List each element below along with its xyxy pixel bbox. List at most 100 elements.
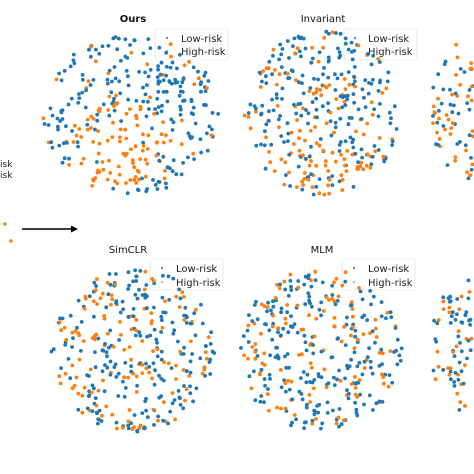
legend-label-low-risk: Low-risk [181, 34, 222, 45]
low-risk-point [310, 380, 315, 385]
side-orange-point [9, 239, 13, 243]
high-risk-point [295, 46, 300, 51]
low-risk-point [181, 352, 186, 356]
low-risk-point [455, 142, 460, 146]
low-risk-point [275, 96, 279, 100]
low-risk-point [141, 99, 146, 104]
low-risk-point [337, 407, 342, 411]
low-risk-point [386, 70, 391, 75]
low-risk-point [310, 100, 315, 104]
high-risk-point [321, 148, 326, 153]
low-risk-point [345, 93, 350, 98]
low-risk-point [274, 92, 279, 97]
low-risk-point [119, 119, 123, 123]
high-risk-point [386, 384, 391, 389]
low-risk-point [56, 127, 60, 132]
high-risk-point [58, 381, 63, 386]
legend-label-low-risk: Low-risk [368, 264, 409, 275]
high-risk-point [115, 101, 120, 106]
low-risk-point [153, 183, 158, 187]
low-risk-point [283, 354, 287, 359]
low-risk-point [94, 47, 98, 52]
low-risk-point [277, 57, 281, 62]
side-legend-label-1: isk [0, 160, 13, 170]
low-risk-point [307, 154, 312, 159]
low-risk-point [79, 320, 84, 324]
high-risk-point [105, 280, 110, 285]
low-risk-point [123, 360, 128, 365]
high-risk-point [118, 127, 123, 132]
low-risk-point [466, 176, 471, 181]
low-risk-point [156, 67, 161, 72]
low-risk-point [56, 124, 60, 129]
high-risk-point [279, 157, 284, 162]
low-risk-point [389, 315, 394, 320]
low-risk-point [329, 133, 334, 138]
high-risk-point [465, 170, 469, 175]
low-risk-point [59, 108, 64, 113]
high-risk-point [122, 347, 127, 352]
low-risk-point [46, 123, 51, 127]
low-risk-point [112, 365, 117, 369]
low-risk-point [456, 377, 461, 382]
low-risk-point [203, 374, 208, 378]
high-risk-point [376, 57, 381, 61]
high-risk-point [265, 392, 270, 397]
low-risk-point [155, 340, 159, 345]
low-risk-point [343, 103, 348, 108]
low-risk-point [439, 101, 444, 106]
low-risk-point [190, 352, 195, 356]
high-risk-point [155, 347, 160, 352]
high-risk-point [95, 302, 99, 306]
low-risk-point [87, 374, 91, 378]
high-risk-point [134, 181, 139, 185]
low-risk-point [337, 143, 342, 147]
low-risk-point [287, 387, 292, 392]
low-risk-point [279, 333, 283, 338]
low-risk-point [75, 325, 79, 330]
low-risk-point [153, 107, 158, 111]
high-risk-point [275, 104, 280, 108]
high-risk-point [345, 149, 350, 153]
high-risk-point [113, 282, 118, 287]
low-risk-point [151, 361, 156, 366]
low-risk-point [123, 386, 128, 390]
high-risk-point [377, 351, 382, 355]
high-risk-point [145, 62, 150, 67]
high-risk-point [187, 60, 191, 64]
high-risk-point [349, 382, 354, 386]
low-risk-point [207, 360, 212, 364]
low-risk-point [265, 309, 269, 314]
low-risk-point [337, 179, 342, 184]
low-risk-point [159, 394, 164, 399]
panel-title-invariant: Invariant [301, 14, 346, 25]
high-risk-point [105, 138, 110, 143]
low-risk-point [246, 340, 251, 344]
high-risk-point [41, 116, 46, 121]
high-risk-point [91, 117, 96, 121]
low-risk-point [95, 112, 100, 117]
low-risk-point [180, 80, 185, 85]
high-risk-point [289, 130, 294, 135]
low-risk-point [145, 294, 149, 299]
high-risk-point [173, 417, 178, 422]
high-risk-point [373, 149, 378, 154]
low-risk-point [264, 74, 268, 79]
low-risk-point [58, 119, 63, 123]
high-risk-point [330, 150, 335, 155]
low-risk-point [353, 334, 357, 339]
low-risk-point [250, 319, 255, 323]
low-risk-point [76, 298, 81, 303]
low-risk-point [317, 402, 322, 407]
legend-label-low-risk: Low-risk [368, 34, 409, 45]
low-risk-point [283, 287, 288, 292]
high-risk-point [97, 106, 102, 111]
high-risk-point [314, 163, 319, 168]
low-risk-point [343, 36, 348, 41]
low-risk-point [292, 322, 297, 327]
high-risk-point [437, 136, 442, 141]
low-risk-point [266, 387, 270, 391]
low-risk-point [71, 58, 76, 63]
low-risk-point [278, 282, 282, 287]
low-risk-point [112, 108, 117, 113]
